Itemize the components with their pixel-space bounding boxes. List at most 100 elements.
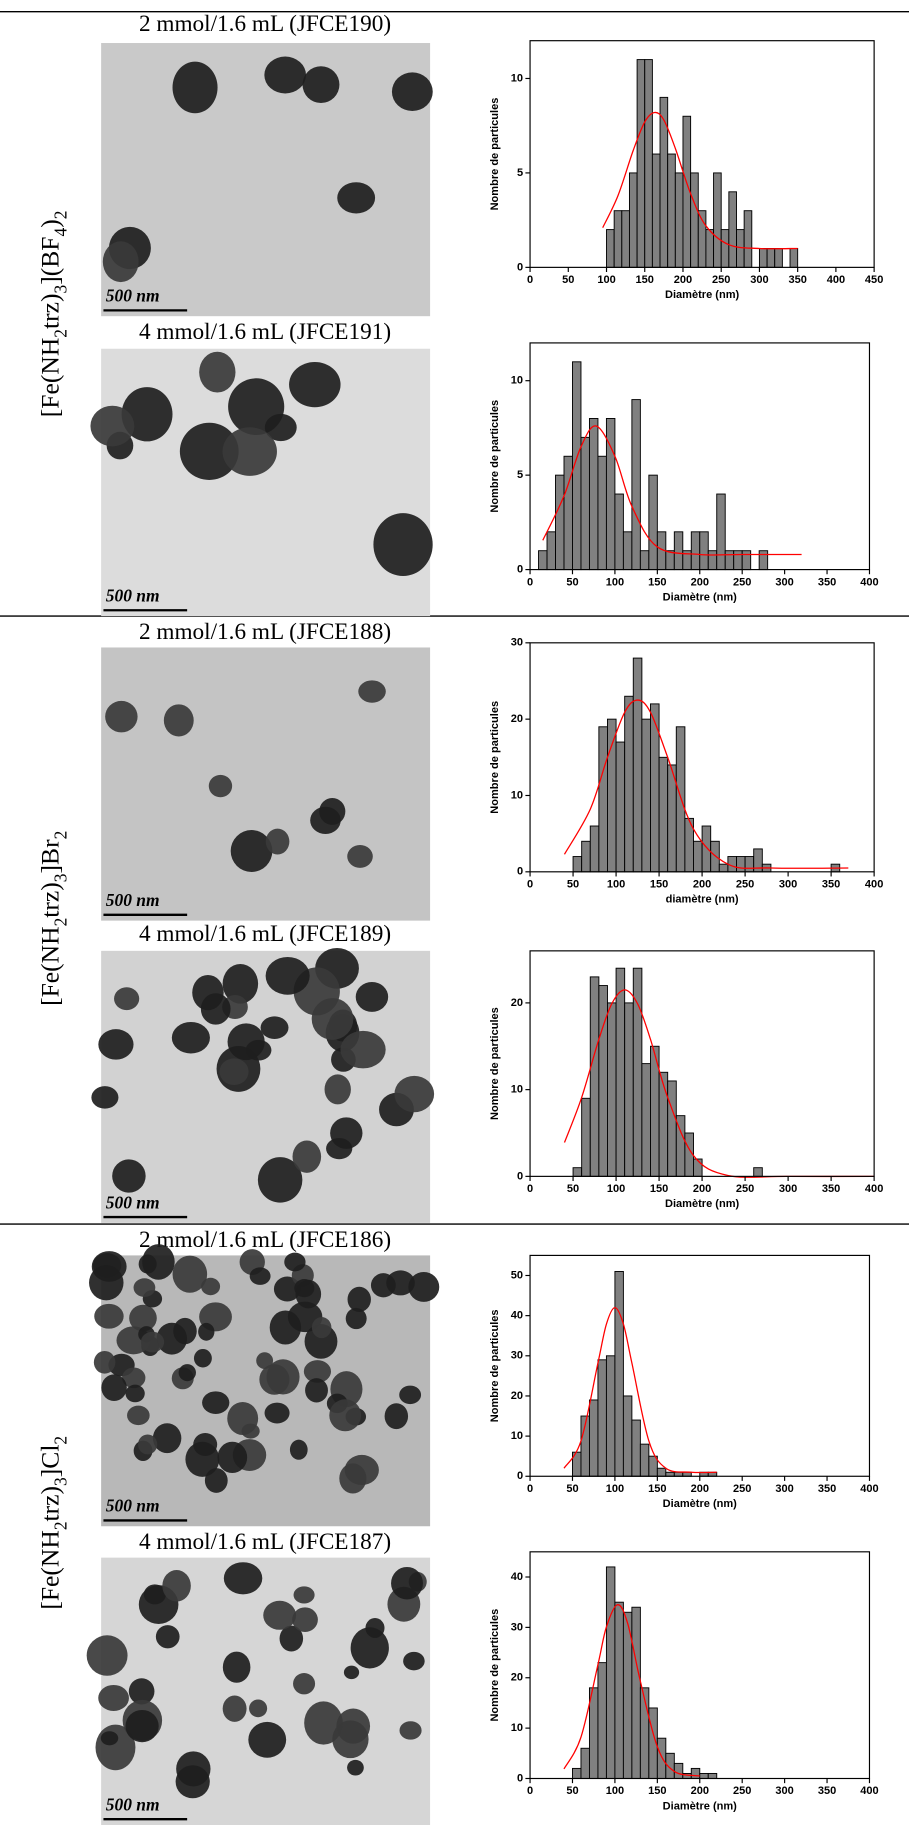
- x-tick-label: 200: [693, 879, 711, 891]
- tem-image: [90, 348, 433, 617]
- particle: [284, 1252, 306, 1272]
- x-tick-label: 100: [607, 879, 625, 891]
- fit-curve: [602, 111, 798, 250]
- bar: [589, 825, 600, 873]
- y-tick-label: 40: [511, 1310, 523, 1322]
- y-axis-label: Nombre de particules: [489, 701, 501, 814]
- particle: [311, 998, 354, 1040]
- particle: [94, 1303, 124, 1329]
- particle: [324, 1074, 351, 1105]
- particle: [93, 1350, 116, 1374]
- x-tick-label: 450: [865, 274, 883, 286]
- particle: [293, 1673, 316, 1695]
- particle: [386, 1270, 415, 1296]
- particle: [175, 1765, 210, 1799]
- particle: [178, 1364, 196, 1382]
- y-tick-label: 10: [511, 72, 523, 84]
- x-tick-label: 100: [597, 274, 615, 286]
- particle: [219, 1058, 249, 1085]
- particle: [227, 1401, 259, 1435]
- particle: [172, 61, 218, 114]
- particle: [269, 1310, 302, 1345]
- particle: [185, 1441, 220, 1477]
- bar: [605, 1566, 616, 1779]
- bar: [631, 399, 641, 571]
- bar: [614, 1271, 624, 1477]
- sample-title: 4 mmol/1.6 mL (JFCE191): [139, 319, 391, 345]
- y-tick-label: 20: [511, 997, 523, 1009]
- bar: [614, 1601, 624, 1779]
- x-tick-label: 200: [691, 1785, 709, 1797]
- x-tick-label: 0: [527, 274, 533, 286]
- bar: [644, 59, 653, 268]
- histogram: 0 50 100 150 200 250 300 350 400 0 10 20 30 diamètre …: [489, 637, 883, 906]
- bar: [656, 1467, 667, 1477]
- particle: [98, 1029, 134, 1060]
- x-tick-label: 50: [567, 1183, 579, 1195]
- bar: [641, 718, 651, 873]
- x-tick-label: 300: [775, 1483, 793, 1495]
- x-tick-label: 200: [693, 1183, 711, 1195]
- particle: [303, 1360, 332, 1383]
- bar: [713, 172, 722, 268]
- x-tick-label: 300: [775, 1785, 793, 1797]
- particle: [279, 1625, 304, 1652]
- bar: [699, 1772, 709, 1779]
- bar: [710, 840, 720, 873]
- y-axis-label: Nombre de particules: [489, 1007, 501, 1120]
- scale-bar-label: 500 nm: [106, 890, 160, 910]
- bar: [736, 856, 746, 873]
- x-tick-label: 300: [775, 576, 793, 588]
- x-tick-label: 100: [607, 1183, 625, 1195]
- particle: [217, 1441, 248, 1474]
- x-tick-label: 0: [527, 879, 533, 891]
- bar: [673, 531, 684, 571]
- bar: [622, 531, 633, 571]
- y-axis-label: Nombre de particules: [489, 1309, 501, 1422]
- y-tick-label: 20: [511, 1390, 523, 1402]
- particle: [391, 1566, 423, 1600]
- x-tick-label: 0: [527, 1785, 533, 1797]
- scale-bar-label: 500 nm: [106, 1192, 160, 1212]
- x-axis-label: Diamètre (nm): [665, 1198, 739, 1210]
- particle: [192, 974, 224, 1011]
- particle: [90, 405, 135, 447]
- particle: [163, 704, 194, 737]
- bar: [607, 1002, 617, 1177]
- y-tick-label: 0: [517, 1772, 523, 1784]
- particle: [326, 1137, 353, 1160]
- bar: [588, 1687, 599, 1779]
- fit-curve: [563, 1306, 717, 1474]
- bar: [690, 172, 699, 268]
- particle: [222, 427, 277, 476]
- x-tick-label: 400: [827, 274, 845, 286]
- x-tick-label: 250: [736, 879, 754, 891]
- bar: [707, 1772, 718, 1779]
- particle: [156, 1322, 188, 1355]
- bar: [546, 531, 556, 571]
- particle: [384, 1403, 409, 1430]
- bar: [621, 210, 630, 268]
- histogram: 0 50 100 150 200 250 300 350 400 0 5 10 Diamètre (nm…: [489, 342, 879, 603]
- histogram: 0 50 100 150 200 250 300 350 400 0 10 20 30 40 50 Diamè…: [489, 1254, 879, 1510]
- sample-title: 4 mmol/1.6 mL (JFCE189): [139, 921, 391, 947]
- tem-image: [101, 647, 431, 921]
- bar: [589, 976, 600, 1177]
- x-axis-label: diamètre (nm): [666, 894, 739, 906]
- particle: [208, 774, 233, 798]
- bar: [606, 229, 615, 268]
- bar: [656, 1737, 667, 1779]
- bar: [675, 726, 686, 873]
- tem-image: [91, 948, 435, 1223]
- particle: [340, 1030, 386, 1069]
- scale-bar-label: 500 nm: [106, 1496, 160, 1516]
- x-tick-label: 50: [566, 576, 578, 588]
- y-tick-label: 0: [517, 1470, 523, 1482]
- histogram: 0 50 100 150 200 250 300 350 400 450 0 5 10 Diamètre …: [489, 40, 883, 301]
- scale-bar-label: 500 nm: [106, 1794, 160, 1814]
- bar: [648, 474, 658, 571]
- scale-bar-label: 500 nm: [106, 585, 160, 605]
- particle: [121, 387, 173, 442]
- particle: [264, 56, 307, 94]
- x-tick-label: 300: [779, 879, 797, 891]
